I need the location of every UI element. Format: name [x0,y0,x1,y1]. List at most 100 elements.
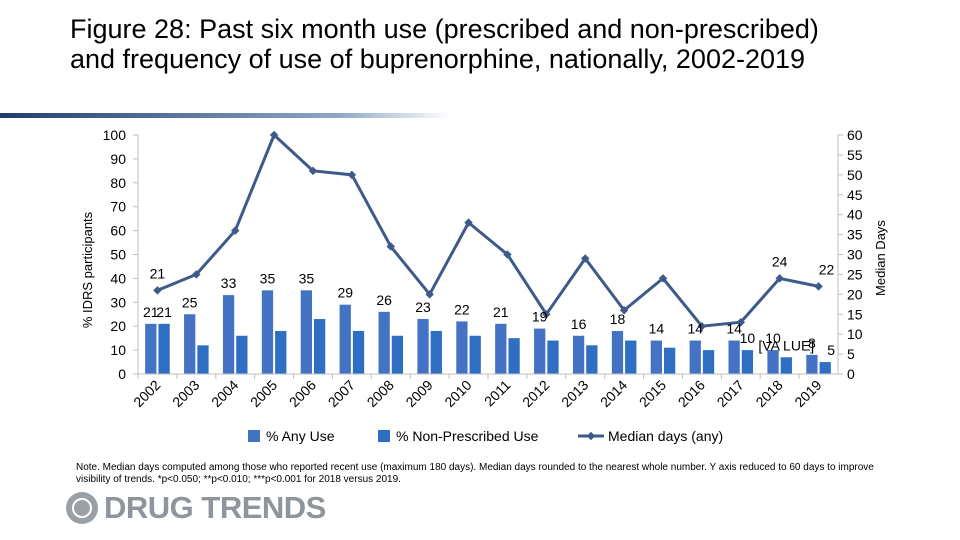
y2-tick-label: 60 [847,127,863,143]
data-label-any-use: 21 [143,304,159,320]
bar-any-use [456,321,468,374]
median-days-point [230,226,240,235]
data-label-any-use: 22 [454,301,470,317]
bars [145,290,831,374]
median-days-point [308,166,318,176]
bar-any-use [300,290,312,374]
median-days-point [814,282,823,291]
y2-tick-label: 25 [847,266,863,282]
bar-any-use [572,335,585,374]
bar-any-use [339,304,351,374]
bar-non-prescribed [391,335,404,374]
y-axis-label: % IDRS participants [80,211,95,328]
y-tick-label: 80 [110,175,126,191]
legend-marker-median-days [586,431,596,441]
footnote: Note. Median days computed among those w… [76,462,874,485]
median-days-point [347,170,357,180]
data-label-any-use: 23 [415,299,431,315]
x-tick-label: 2002 [130,377,163,410]
median-days-point [736,317,746,327]
bar-non-prescribed [314,319,326,374]
legend-swatch-any-use [248,430,260,442]
data-label-any-use: 14 [687,321,703,337]
data-label-any-use: 10 [765,330,781,346]
bar-non-prescribed [275,330,287,374]
y-tick-label: 40 [110,270,126,286]
bar-non-prescribed [352,330,365,374]
bar-any-use [767,350,779,374]
bar-any-use [222,295,235,374]
median-days-point [425,290,434,299]
drug-trends-logo: DRUG TRENDS [66,490,326,526]
bar-any-use [728,340,740,374]
x-tick-label: 2019 [791,377,824,410]
median-days-point [464,218,473,227]
y2-tick-label: 40 [847,207,863,223]
bar-non-prescribed [469,335,481,374]
page-title: Figure 28: Past six month use (prescribe… [70,14,819,74]
legend-label-non-prescribed: % Non-Prescribed Use [396,428,539,444]
logo-seal-icon [66,492,98,524]
bar-any-use [378,311,390,374]
data-label-any-use: 35 [299,270,315,286]
x-tick-label: 2005 [247,377,280,410]
data-label-any-use: 14 [726,321,742,337]
bar-any-use [689,340,701,374]
legend-label-median-days: Median days (any) [608,428,723,444]
x-tick-label: 2008 [364,377,397,410]
x-tick-label: 2007 [325,377,358,410]
y-tick-label: 50 [110,247,126,263]
x-tick-label: 2010 [441,377,474,410]
bar-non-prescribed [508,338,520,374]
data-label-any-use: 14 [649,321,665,337]
y-tick-label: 60 [110,223,126,239]
median-days-line [156,132,819,328]
data-label-median-days: 21 [150,265,166,281]
x-tick-label: 2011 [481,377,514,410]
x-tick-label: 2018 [752,377,785,410]
bar-any-use [534,328,546,374]
y2-tick-label: 0 [847,366,855,382]
median-line [153,130,823,331]
title-divider [0,113,450,118]
y2-tick-label: 5 [847,346,855,362]
x-tick-label: 2004 [208,377,241,410]
bar-any-use [145,323,157,374]
y2-tick-label: 20 [847,286,863,302]
legend-label-any-use: % Any Use [266,428,335,444]
legend: % Any Use % Non-Prescribed Use Median days… [248,428,723,444]
data-label-non-prescribed: 21 [156,304,172,320]
median-days-point [658,274,668,283]
y-tick-label: 10 [110,342,126,358]
bar-non-prescribed [547,340,559,374]
data-label-any-use: 18 [610,311,626,327]
x-tick-label: 2015 [636,377,669,410]
data-label-any-use: 16 [571,316,587,332]
x-tick-label: 2012 [519,377,552,410]
data-label-any-use: 29 [337,285,353,301]
data-label-any-use: 35 [260,270,276,286]
x-tick-label: 2003 [169,377,202,410]
median-days-point [697,321,707,331]
bar-non-prescribed [702,350,715,374]
bar-non-prescribed [236,335,248,374]
data-label-any-use: 8 [808,335,816,351]
median-days-point [542,310,551,319]
data-label-any-use: 19 [532,309,548,325]
data-label-non-prescribed: 10 [740,330,756,346]
x-tick-label: 2014 [597,377,630,410]
y2-axis-label: Median Days [873,220,888,296]
y-tick-label: 100 [103,127,127,143]
data-label-any-use: 21 [493,304,509,320]
bar-non-prescribed [158,323,170,374]
x-tick-label: 2006 [286,377,319,410]
y2-tick-label: 50 [847,167,863,183]
median-days-point [192,270,201,279]
bar-any-use [806,354,818,374]
bar-any-use [650,340,662,374]
y2-tick-label: 55 [847,147,863,163]
median-days-point [386,242,396,251]
median-days-point [153,286,162,295]
y2-tick-label: 45 [847,187,863,203]
